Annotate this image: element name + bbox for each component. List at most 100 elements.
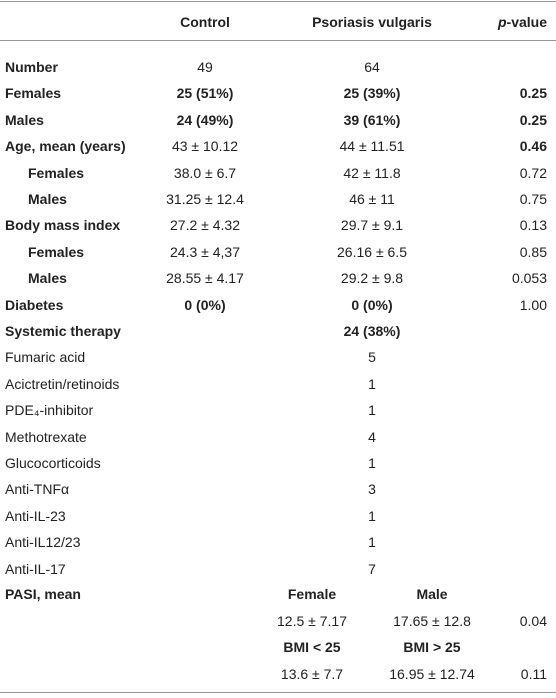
- row: Fumaric acid 5: [0, 344, 556, 370]
- pasi-row: 13.6 ± 7.7 16.95 ± 12.74 0.11: [0, 661, 556, 687]
- row: Anti-IL-23 1: [0, 503, 556, 529]
- header-row: Control Psoriasis vulgaris p-value: [0, 9, 556, 35]
- cell: 4: [368, 428, 376, 445]
- cell: 1: [368, 402, 376, 419]
- cell: 1: [368, 534, 376, 551]
- label: Acictretin/retinoids: [5, 375, 120, 392]
- row: Females 38.0 ± 6.7 42 ± 11.8 0.72: [0, 160, 556, 186]
- cell: 5: [368, 349, 376, 366]
- row: Systemic therapy 24 (38%): [0, 318, 556, 344]
- cell: 27.2 ± 4.32: [170, 217, 240, 234]
- cell: 44 ± 11.51: [339, 138, 405, 155]
- row: Males 24 (49%) 39 (61%) 0.25: [0, 107, 556, 133]
- cell: 0 (0%): [184, 296, 226, 313]
- row: Anti-IL12/23 1: [0, 529, 556, 555]
- label: PDE₄-inhibitor: [5, 402, 94, 419]
- subheader: BMI > 25: [403, 639, 461, 655]
- cell: 12.5 ± 7.17: [277, 613, 347, 629]
- row: Anti-IL-17 7: [0, 556, 556, 582]
- label: Methotrexate: [5, 428, 87, 445]
- label: PASI, mean: [5, 586, 81, 602]
- pasi-row: PASI, mean Female Male: [0, 581, 556, 607]
- cell: 0.25: [519, 85, 547, 102]
- rule: [0, 1, 556, 2]
- row: Acictretin/retinoids 1: [0, 371, 556, 397]
- rule: [0, 40, 556, 41]
- row: PDE₄-inhibitor 1: [0, 397, 556, 423]
- header: Psoriasis vulgaris: [312, 14, 432, 30]
- header: Control: [180, 14, 230, 30]
- label: Body mass index: [5, 217, 121, 234]
- cell: 17.65 ± 12.8: [393, 613, 471, 629]
- rule: [0, 692, 556, 693]
- row: Females 25 (51%) 25 (39%) 0.25: [0, 80, 556, 106]
- cell: 1: [368, 375, 376, 392]
- cell: 7: [368, 560, 376, 577]
- row: Body mass index 27.2 ± 4.32 29.7 ± 9.1 0.13: [0, 212, 556, 238]
- label: Males: [28, 191, 67, 207]
- label: Age, mean (years): [5, 138, 126, 155]
- cell: 24.3 ± 4,37: [170, 243, 240, 260]
- cell: 0 (0%): [351, 296, 393, 313]
- row: Glucocorticoids 1: [0, 450, 556, 476]
- cell: 13.6 ± 7.7: [280, 666, 344, 682]
- cell: 24 (38%): [343, 323, 401, 339]
- cell: 31.25 ± 12.4: [166, 191, 244, 207]
- cell: 28.55 ± 4.17: [166, 270, 244, 287]
- cell: 26.16 ± 6.5: [337, 243, 407, 260]
- cell: 46 ± 11: [349, 191, 395, 207]
- pasi-row: BMI < 25 BMI > 25: [0, 634, 556, 660]
- cell: 3: [368, 481, 376, 498]
- cell: 29.7 ± 9.1: [340, 217, 404, 234]
- subheader: BMI < 25: [283, 639, 341, 655]
- cell: 0.11: [520, 666, 547, 682]
- cell: 25 (39%): [343, 85, 401, 102]
- pasi-row: 12.5 ± 7.17 17.65 ± 12.8 0.04: [0, 608, 556, 634]
- cell: 1.00: [519, 296, 547, 313]
- label: Number: [5, 59, 58, 75]
- cell: 49: [197, 59, 213, 75]
- label: Diabetes: [5, 296, 64, 313]
- row: Anti-TNFα 3: [0, 476, 556, 502]
- cell: 43 ± 10.12: [171, 138, 239, 155]
- label: Glucocorticoids: [5, 455, 101, 471]
- cell: 0.85: [519, 243, 547, 260]
- cell: 0.46: [519, 138, 547, 155]
- cell: 0.25: [519, 111, 547, 128]
- row: Number 49 64: [0, 54, 556, 80]
- cell: 25 (51%): [176, 85, 234, 102]
- cell: 0.04: [519, 613, 547, 629]
- label: Males: [5, 111, 44, 128]
- label: Males: [28, 270, 67, 287]
- label: Fumaric acid: [5, 349, 86, 366]
- label: Anti-TNFα: [5, 481, 70, 498]
- header: p-value: [498, 9, 547, 35]
- row: Methotrexate 4: [0, 424, 556, 450]
- label: Females: [28, 164, 85, 181]
- header-part: p: [497, 14, 507, 30]
- label: Anti-IL-23: [5, 507, 66, 524]
- row: Diabetes 0 (0%) 0 (0%) 1.00: [0, 292, 556, 318]
- header-part: -value: [506, 14, 547, 30]
- row: Age, mean (years) 43 ± 10.12 44 ± 11.51 0.4…: [0, 133, 556, 159]
- subheader: Male: [416, 586, 448, 602]
- cell: 1: [368, 455, 376, 471]
- cell: 16.95 ± 12.74: [389, 666, 475, 682]
- label: Anti-IL-17: [5, 560, 66, 577]
- cell: 39 (61%): [343, 111, 401, 128]
- row: Males 28.55 ± 4.17 29.2 ± 9.8 0.053: [0, 265, 556, 291]
- cell: 38.0 ± 6.7: [173, 164, 237, 181]
- cell: 64: [364, 59, 380, 75]
- cell: 42 ± 11.8: [343, 164, 401, 181]
- cell: 0.053: [511, 270, 547, 287]
- cell: 0.72: [519, 164, 547, 181]
- row: Females 24.3 ± 4,37 26.16 ± 6.5 0.85: [0, 239, 556, 265]
- cell: 0.75: [519, 191, 547, 207]
- cell: 29.2 ± 9.8: [340, 270, 404, 287]
- label: Females: [5, 85, 62, 102]
- cell: 1: [368, 507, 376, 524]
- cell: 0.13: [519, 217, 547, 234]
- label: Anti-IL12/23: [5, 534, 81, 551]
- label: Systemic therapy: [5, 323, 121, 339]
